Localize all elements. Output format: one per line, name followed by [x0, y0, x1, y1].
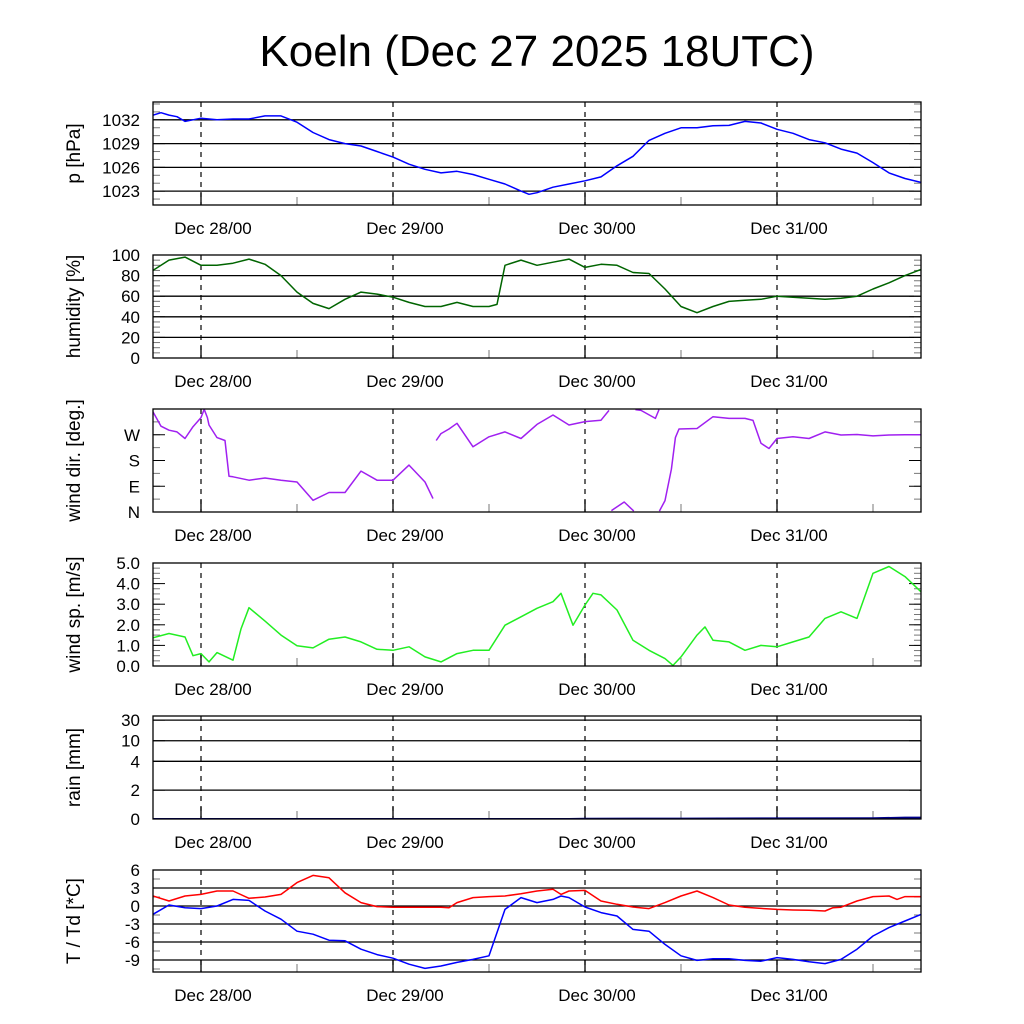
y-tick-label: 5.0	[116, 554, 140, 573]
x-tick-label: Dec 28/00	[174, 986, 252, 1005]
x-tick-label: Dec 29/00	[366, 986, 444, 1005]
plot-frame	[152, 715, 922, 820]
y-tick-label: 4.0	[116, 575, 140, 594]
y-tick-label: N	[128, 503, 140, 522]
x-tick-label: Dec 29/00	[366, 833, 444, 852]
y-tick-label: 1032	[102, 111, 140, 130]
y-tick-label: -6	[125, 933, 140, 952]
x-tick-label: Dec 29/00	[366, 372, 444, 391]
x-tick-label: Dec 31/00	[750, 526, 828, 545]
series-line-wind-speed	[153, 565, 921, 666]
y-tick-label: -3	[125, 915, 140, 934]
series-line-t	[153, 874, 921, 912]
y-tick-label: 40	[121, 308, 140, 327]
y-tick-label: S	[129, 452, 140, 471]
y-axis-label: wind dir. [deg.]	[64, 399, 85, 523]
panel-pressure: 1023 1026 1029 1032 p [hPa] Dec 28/00 Dec 29/0…	[64, 101, 922, 238]
series-line-td	[153, 895, 921, 970]
plot-frame	[152, 408, 922, 513]
y-tick-label: 1.0	[116, 636, 140, 655]
y-axis-label: p [hPa]	[64, 123, 85, 183]
y-tick-label: 1023	[102, 182, 140, 201]
plot-frame	[152, 254, 922, 359]
y-tick-label: 80	[121, 267, 140, 286]
x-tick-label: Dec 31/00	[750, 219, 828, 238]
series-line-wind-direction	[610, 501, 635, 512]
series-line-p	[153, 111, 921, 196]
x-tick-label: Dec 31/00	[750, 833, 828, 852]
y-tick-label: 1026	[102, 158, 140, 177]
y-tick-label: 1029	[102, 135, 140, 154]
plot-frame	[152, 101, 922, 206]
y-axis-label: wind sp. [m/s]	[64, 556, 85, 673]
x-tick-label: Dec 30/00	[558, 986, 636, 1005]
x-tick-label: Dec 28/00	[174, 526, 252, 545]
y-tick-label: 3	[131, 879, 140, 898]
y-axis-label: T / Td [*C]	[64, 878, 85, 964]
x-tick-label: Dec 31/00	[750, 680, 828, 699]
y-tick-label: 2.0	[116, 616, 140, 635]
y-tick-label: 3.0	[116, 595, 140, 614]
y-tick-label: E	[129, 477, 140, 496]
series-line-wind-direction	[153, 409, 434, 502]
panel-rain: 0 2 410 30 rain [mm] Dec 28/00 Dec 29/00 Dec 30…	[64, 711, 922, 852]
y-tick-label: 30	[121, 711, 140, 730]
y-tick-label: 4	[131, 752, 140, 771]
y-tick-label: 0	[131, 349, 140, 368]
plot-frame	[152, 869, 922, 973]
plot-frame	[152, 562, 922, 667]
x-tick-label: Dec 30/00	[558, 219, 636, 238]
y-tick-label: W	[124, 426, 140, 445]
x-tick-label: Dec 29/00	[366, 680, 444, 699]
x-tick-label: Dec 30/00	[558, 526, 636, 545]
y-tick-label: 10	[121, 732, 140, 751]
series-line-humidity	[153, 256, 921, 314]
y-tick-label: 100	[112, 246, 140, 265]
y-tick-label: 2	[131, 781, 140, 800]
y-tick-label: 0	[131, 897, 140, 916]
x-tick-label: Dec 31/00	[750, 372, 828, 391]
y-tick-label: 0.0	[116, 657, 140, 676]
x-tick-label: Dec 31/00	[750, 986, 828, 1005]
x-tick-label: Dec 30/00	[558, 833, 636, 852]
y-tick-label: 6	[131, 861, 140, 880]
y-axis-label: rain [mm]	[64, 728, 85, 807]
y-tick-label: -9	[125, 951, 140, 970]
y-tick-label: 20	[121, 328, 140, 347]
x-tick-label: Dec 28/00	[174, 219, 252, 238]
x-tick-label: Dec 28/00	[174, 372, 252, 391]
x-tick-label: Dec 30/00	[558, 680, 636, 699]
chart-title: Koeln (Dec 27 2025 18UTC)	[259, 27, 814, 76]
series-line-wind-direction	[658, 415, 921, 512]
panel-wind_speed: 0.0 1.02.0 3.04.0 5.0 wind sp. [m/s] Dec 28/0…	[64, 554, 922, 699]
x-tick-label: Dec 28/00	[174, 833, 252, 852]
series-line-wind-direction	[635, 409, 660, 420]
x-tick-label: Dec 28/00	[174, 680, 252, 699]
y-axis-label: humidity [%]	[64, 255, 85, 358]
x-tick-label: Dec 29/00	[366, 526, 444, 545]
series-line-wind-direction	[435, 409, 610, 448]
y-tick-label: 0	[131, 810, 140, 829]
x-tick-label: Dec 30/00	[558, 372, 636, 391]
x-tick-label: Dec 29/00	[366, 219, 444, 238]
y-tick-label: 60	[121, 287, 140, 306]
